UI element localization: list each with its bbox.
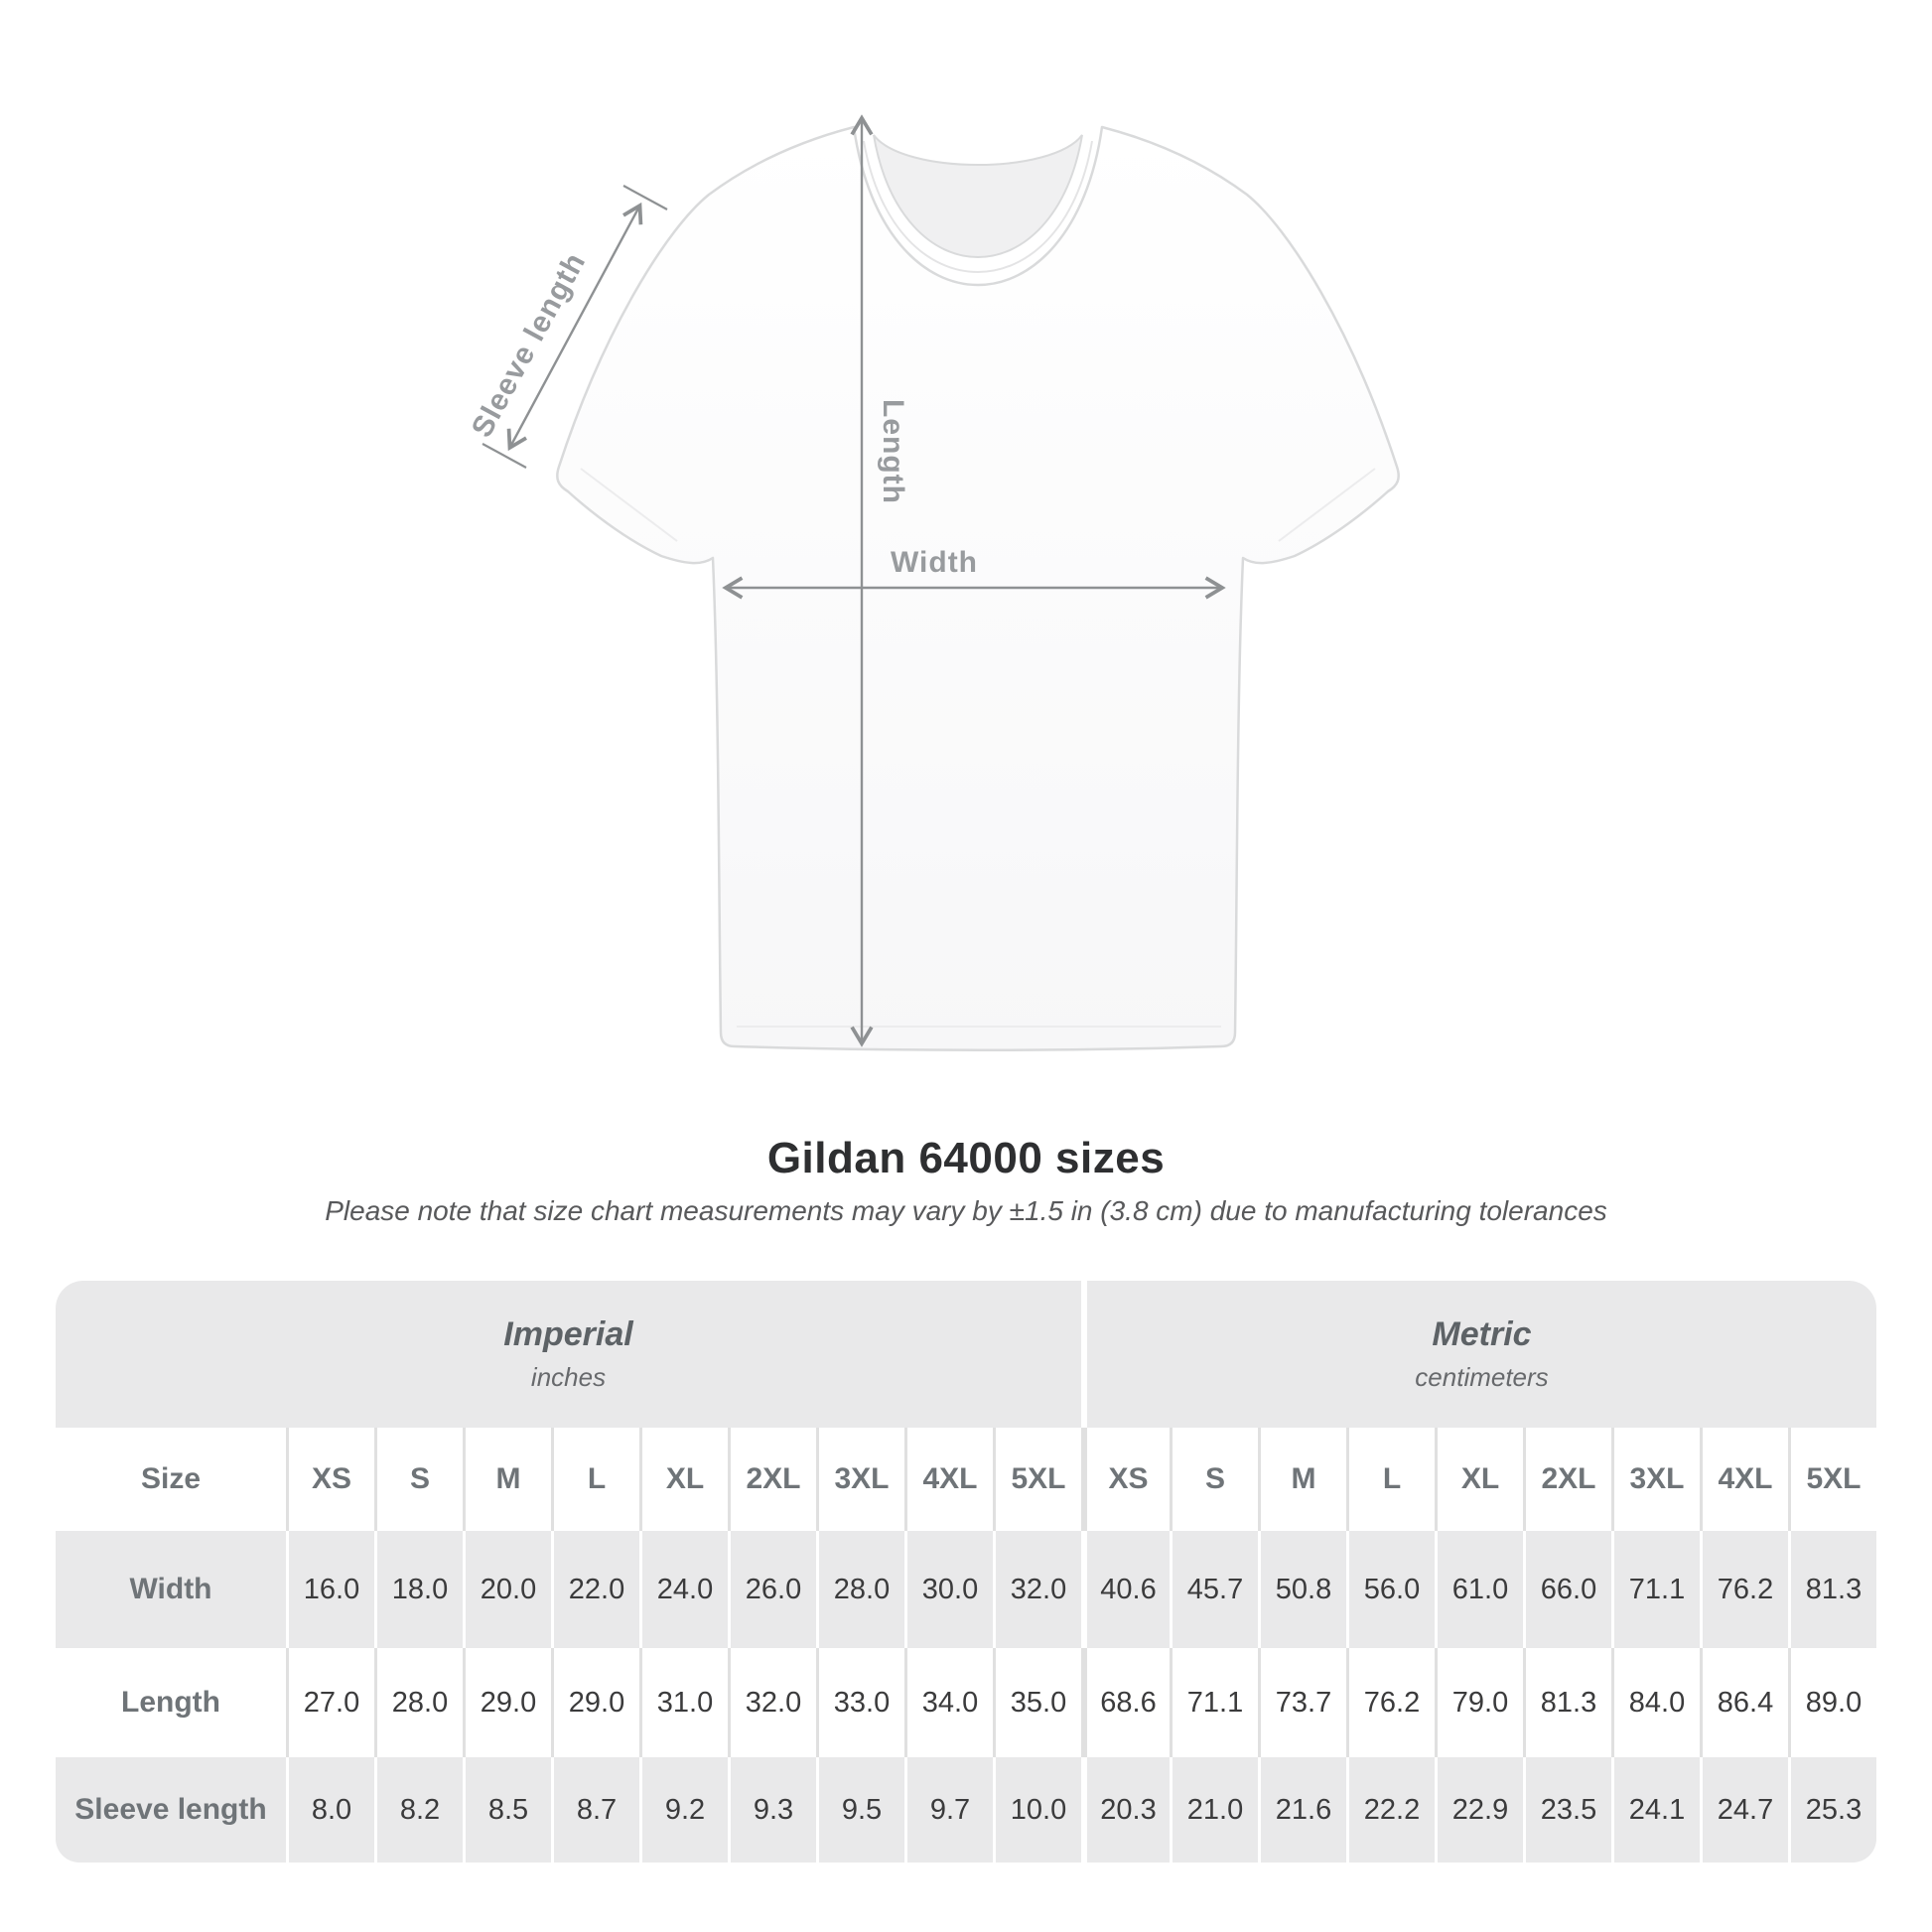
header-cell: M: [1258, 1428, 1346, 1531]
data-cell: 56.0: [1346, 1531, 1435, 1648]
length-label: Length: [877, 399, 909, 504]
data-cell: 9.3: [728, 1757, 816, 1863]
data-cell: 24.7: [1700, 1757, 1788, 1863]
data-cell: 86.4: [1700, 1648, 1788, 1757]
tolerance-note: Please note that size chart measurements…: [325, 1195, 1607, 1226]
data-cell: 61.0: [1435, 1531, 1523, 1648]
imperial-label: Imperial: [503, 1315, 633, 1353]
data-cell: 33.0: [816, 1648, 904, 1757]
data-cell: 10.0: [993, 1757, 1081, 1863]
data-cell: 26.0: [728, 1531, 816, 1648]
imperial-unit: inches: [530, 1362, 607, 1392]
data-cell: 20.3: [1081, 1757, 1170, 1863]
data-cell: 30.0: [904, 1531, 993, 1648]
header-cell: M: [463, 1428, 551, 1531]
size-table: Imperial inches Metric centimeters Size …: [56, 1281, 1876, 1863]
data-cell: 24.0: [639, 1531, 728, 1648]
data-cell: 9.2: [639, 1757, 728, 1863]
header-cell: 2XL: [1523, 1428, 1611, 1531]
data-cell: 29.0: [551, 1648, 639, 1757]
data-cell: 73.7: [1258, 1648, 1346, 1757]
header-cell: S: [1170, 1428, 1258, 1531]
header-cell: 2XL: [728, 1428, 816, 1531]
row-label: Sleeve length: [56, 1757, 286, 1863]
data-cell: 35.0: [993, 1648, 1081, 1757]
data-cell: 8.5: [463, 1757, 551, 1863]
data-cell: 50.8: [1258, 1531, 1346, 1648]
data-cell: 25.3: [1788, 1757, 1876, 1863]
data-cell: 22.9: [1435, 1757, 1523, 1863]
header-cell: S: [374, 1428, 463, 1531]
data-cell: 31.0: [639, 1648, 728, 1757]
data-cell: 29.0: [463, 1648, 551, 1757]
data-cell: 89.0: [1788, 1648, 1876, 1757]
data-cell: 32.0: [993, 1531, 1081, 1648]
header-cell: 3XL: [816, 1428, 904, 1531]
sleeve-length-arrow: [482, 185, 668, 469]
data-cell: 76.2: [1700, 1531, 1788, 1648]
table-row-width: Width 16.0 18.0 20.0 22.0 24.0 26.0 28.0…: [56, 1531, 1876, 1648]
data-cell: 71.1: [1611, 1531, 1700, 1648]
data-cell: 22.2: [1346, 1757, 1435, 1863]
data-cell: 27.0: [286, 1648, 374, 1757]
heading-block: Gildan 64000 sizes Please note that size…: [0, 1134, 1932, 1227]
header-cell: 5XL: [1788, 1428, 1876, 1531]
page-title: Gildan 64000 sizes: [766, 1134, 1166, 1182]
metric-label: Metric: [1432, 1315, 1532, 1353]
data-cell: 66.0: [1523, 1531, 1611, 1648]
data-cell: 79.0: [1435, 1648, 1523, 1757]
table-row-sleeve-length: Sleeve length 8.0 8.2 8.5 8.7 9.2 9.3 9.…: [56, 1757, 1876, 1863]
unit-group-metric: Metric centimeters: [1087, 1281, 1876, 1428]
header-cell: 4XL: [904, 1428, 993, 1531]
data-cell: 20.0: [463, 1531, 551, 1648]
header-cell: 4XL: [1700, 1428, 1788, 1531]
data-cell: 23.5: [1523, 1757, 1611, 1863]
data-cell: 40.6: [1081, 1531, 1170, 1648]
data-cell: 9.7: [904, 1757, 993, 1863]
data-cell: 21.6: [1258, 1757, 1346, 1863]
data-cell: 71.1: [1170, 1648, 1258, 1757]
metric-unit: centimeters: [1415, 1362, 1549, 1392]
header-cell: L: [551, 1428, 639, 1531]
size-header-row: Size XS S M L XL 2XL 3XL 4XL 5XL XS S M …: [56, 1428, 1876, 1531]
header-cell: XS: [286, 1428, 374, 1531]
data-cell: 22.0: [551, 1531, 639, 1648]
data-cell: 81.3: [1523, 1648, 1611, 1757]
unit-group-imperial: Imperial inches: [56, 1281, 1081, 1428]
data-cell: 32.0: [728, 1648, 816, 1757]
data-cell: 16.0: [286, 1531, 374, 1648]
data-cell: 24.1: [1611, 1757, 1700, 1863]
header-cell: Size: [56, 1428, 286, 1531]
data-cell: 21.0: [1170, 1757, 1258, 1863]
width-label: Width: [891, 546, 978, 579]
data-cell: 28.0: [816, 1531, 904, 1648]
data-cell: 18.0: [374, 1531, 463, 1648]
row-label: Width: [56, 1531, 286, 1648]
header-cell: 3XL: [1611, 1428, 1700, 1531]
data-cell: 34.0: [904, 1648, 993, 1757]
data-cell: 84.0: [1611, 1648, 1700, 1757]
data-cell: 8.7: [551, 1757, 639, 1863]
row-label: Length: [56, 1648, 286, 1757]
table-row-length: Length 27.0 28.0 29.0 29.0 31.0 32.0 33.…: [56, 1648, 1876, 1757]
data-cell: 8.0: [286, 1757, 374, 1863]
data-cell: 28.0: [374, 1648, 463, 1757]
header-cell: XL: [1435, 1428, 1523, 1531]
data-cell: 9.5: [816, 1757, 904, 1863]
header-cell: XS: [1081, 1428, 1170, 1531]
data-cell: 81.3: [1788, 1531, 1876, 1648]
header-cell: 5XL: [993, 1428, 1081, 1531]
data-cell: 76.2: [1346, 1648, 1435, 1757]
header-cell: L: [1346, 1428, 1435, 1531]
data-cell: 8.2: [374, 1757, 463, 1863]
data-cell: 45.7: [1170, 1531, 1258, 1648]
unit-header-row: Imperial inches Metric centimeters: [56, 1281, 1876, 1428]
data-cell: 68.6: [1081, 1648, 1170, 1757]
header-cell: XL: [639, 1428, 728, 1531]
